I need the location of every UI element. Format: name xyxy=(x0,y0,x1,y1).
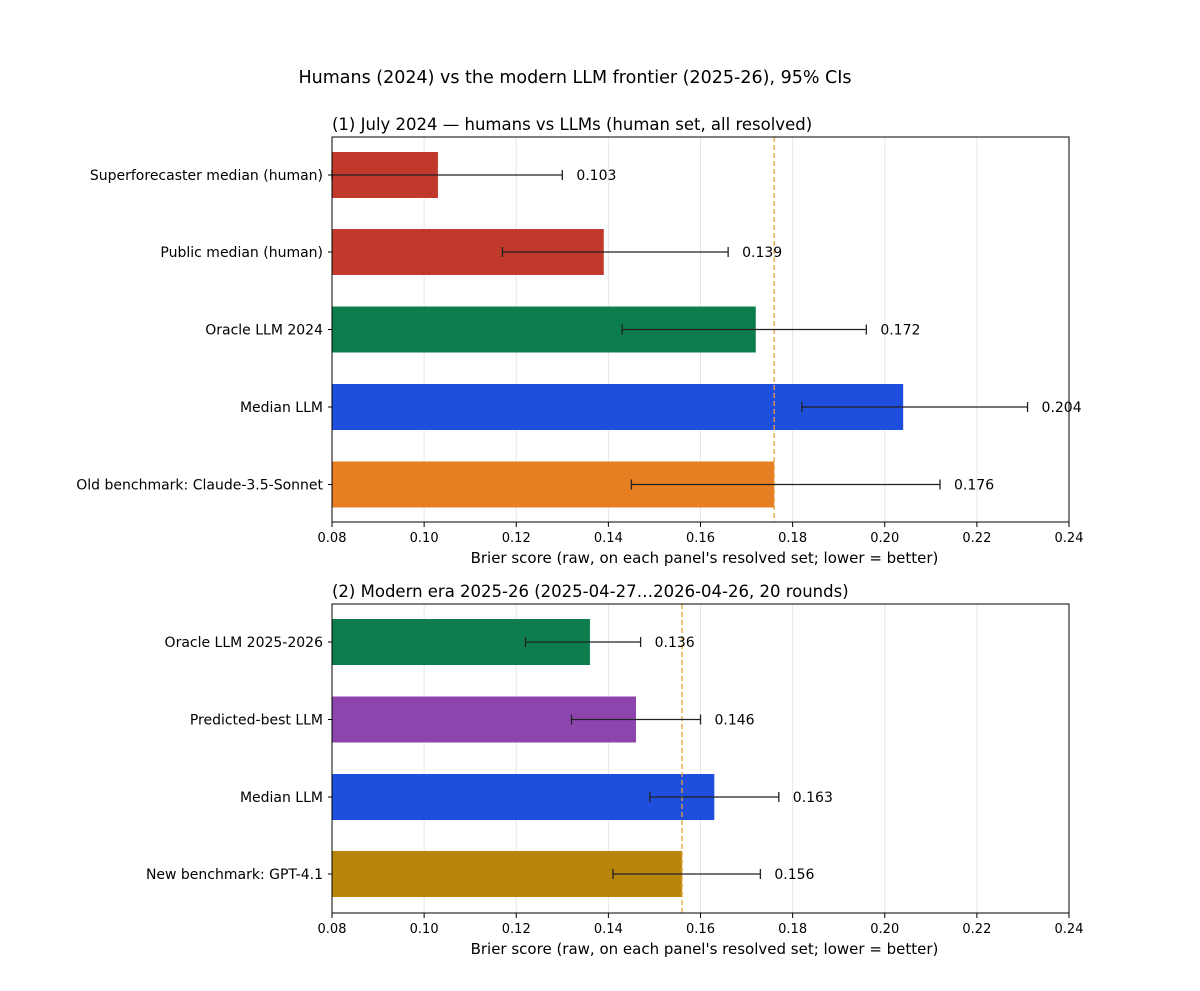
x-axis-label: Brier score (raw, on each panel's resolv… xyxy=(471,549,939,567)
error-bar-predicted-best-llm xyxy=(570,714,702,725)
x-tick-label: 0.24 xyxy=(1055,922,1084,937)
category-label-public-median-human: Public median (human) xyxy=(160,245,323,261)
x-tick-label: 0.10 xyxy=(410,922,439,937)
x-tick-label: 0.14 xyxy=(594,531,623,546)
category-label-new-benchmark-gpt-4-1: New benchmark: GPT-4.1 xyxy=(146,867,323,883)
error-bar-oracle-llm-2024 xyxy=(621,324,867,335)
value-label-median-llm: 0.163 xyxy=(793,790,833,806)
x-tick-label: 0.22 xyxy=(962,922,991,937)
category-label-median-llm: Median LLM xyxy=(240,790,323,806)
value-label-new-benchmark-gpt-4-1: 0.156 xyxy=(774,867,814,883)
error-bar-public-median-human xyxy=(501,247,729,257)
panel-title: (1) July 2024 — humans vs LLMs (human se… xyxy=(332,115,812,134)
panel-2-modern-era: 0.136 0.146 0.163 0.156 Oracle LLM 2025-2026… xyxy=(146,582,1084,958)
value-label-old-benchmark-claude-3-5-sonnet: 0.176 xyxy=(954,478,994,494)
error-bar-new-benchmark-gpt-4-1 xyxy=(612,869,762,879)
category-label-oracle-llm-2024: Oracle LLM 2024 xyxy=(205,323,323,339)
value-label-predicted-best-llm: 0.146 xyxy=(715,713,755,729)
category-label-old-benchmark-claude-3-5-sonnet: Old benchmark: Claude-3.5-Sonnet xyxy=(76,478,323,494)
x-tick-label: 0.14 xyxy=(594,922,623,937)
category-label-predicted-best-llm: Predicted-best LLM xyxy=(190,713,323,729)
error-bar-old-benchmark-claude-3-5-sonnet xyxy=(630,479,941,490)
value-label-public-median-human: 0.139 xyxy=(742,245,782,261)
x-tick-label: 0.20 xyxy=(870,531,899,546)
value-label-median-llm: 0.204 xyxy=(1042,400,1082,416)
x-tick-label: 0.10 xyxy=(410,531,439,546)
error-bar-median-llm xyxy=(801,402,1029,412)
category-label-median-llm: Median LLM xyxy=(240,400,323,416)
x-tick-label: 0.16 xyxy=(686,531,715,546)
x-axis-label: Brier score (raw, on each panel's resolv… xyxy=(471,940,939,958)
x-tick-label: 0.08 xyxy=(318,531,347,546)
value-label-oracle-llm-2024: 0.172 xyxy=(880,323,920,339)
value-label-oracle-llm-2025-2026: 0.136 xyxy=(655,635,695,651)
x-tick-label: 0.08 xyxy=(318,922,347,937)
x-tick-label: 0.12 xyxy=(502,922,531,937)
x-tick-label: 0.12 xyxy=(502,531,531,546)
x-tick-label: 0.18 xyxy=(778,922,807,937)
x-tick-label: 0.18 xyxy=(778,531,807,546)
x-tick-label: 0.24 xyxy=(1055,531,1084,546)
category-label-superforecaster-median-human: Superforecaster median (human) xyxy=(90,168,323,184)
panel-1-july-2024: 0.103 0.139 0.172 0.204 0.176 Superforecaster… xyxy=(76,115,1083,567)
panel-title: (2) Modern era 2025-26 (2025-04-27…2026-… xyxy=(332,582,849,601)
x-tick-label: 0.20 xyxy=(870,922,899,937)
error-bar-median-llm xyxy=(649,792,780,802)
error-bar-oracle-llm-2025-2026 xyxy=(524,637,642,647)
figure-title: Humans (2024) vs the modern LLM frontier… xyxy=(298,68,851,88)
x-tick-label: 0.16 xyxy=(686,922,715,937)
value-label-superforecaster-median-human: 0.103 xyxy=(576,168,616,184)
category-label-oracle-llm-2025-2026: Oracle LLM 2025-2026 xyxy=(165,635,324,651)
x-tick-label: 0.22 xyxy=(962,531,991,546)
